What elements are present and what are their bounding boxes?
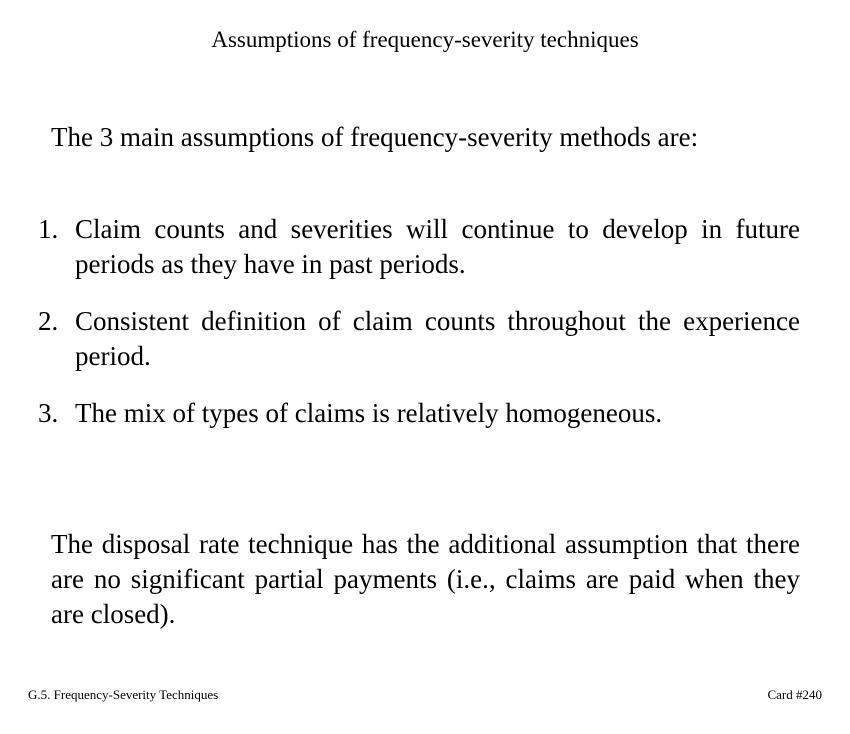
list-item-text: Consistent definition of claim counts th… [75, 306, 800, 371]
list-item: 2. Consistent definition of claim counts… [38, 304, 800, 374]
list-item: 1. Claim counts and severities will cont… [38, 212, 800, 282]
list-item-number: 3. [38, 398, 59, 428]
list-item: 3. The mix of types of claims is relativ… [38, 396, 800, 431]
footer-card-number: Card #240 [767, 687, 822, 702]
list-item-number: 2. [38, 306, 59, 336]
card-title: Assumptions of frequency-severity techni… [211, 27, 639, 52]
intro-text: The 3 main assumptions of frequency-seve… [51, 122, 699, 152]
closing-paragraph: The disposal rate technique has the addi… [51, 529, 800, 629]
footer-section-label: G.5. Frequency-Severity Techniques [28, 687, 219, 702]
list-item-text: Claim counts and severities will continu… [75, 214, 800, 279]
assumption-list: 1. Claim counts and severities will cont… [38, 212, 800, 453]
list-item-number: 1. [38, 214, 59, 244]
list-item-text: The mix of types of claims is relatively… [75, 398, 663, 428]
